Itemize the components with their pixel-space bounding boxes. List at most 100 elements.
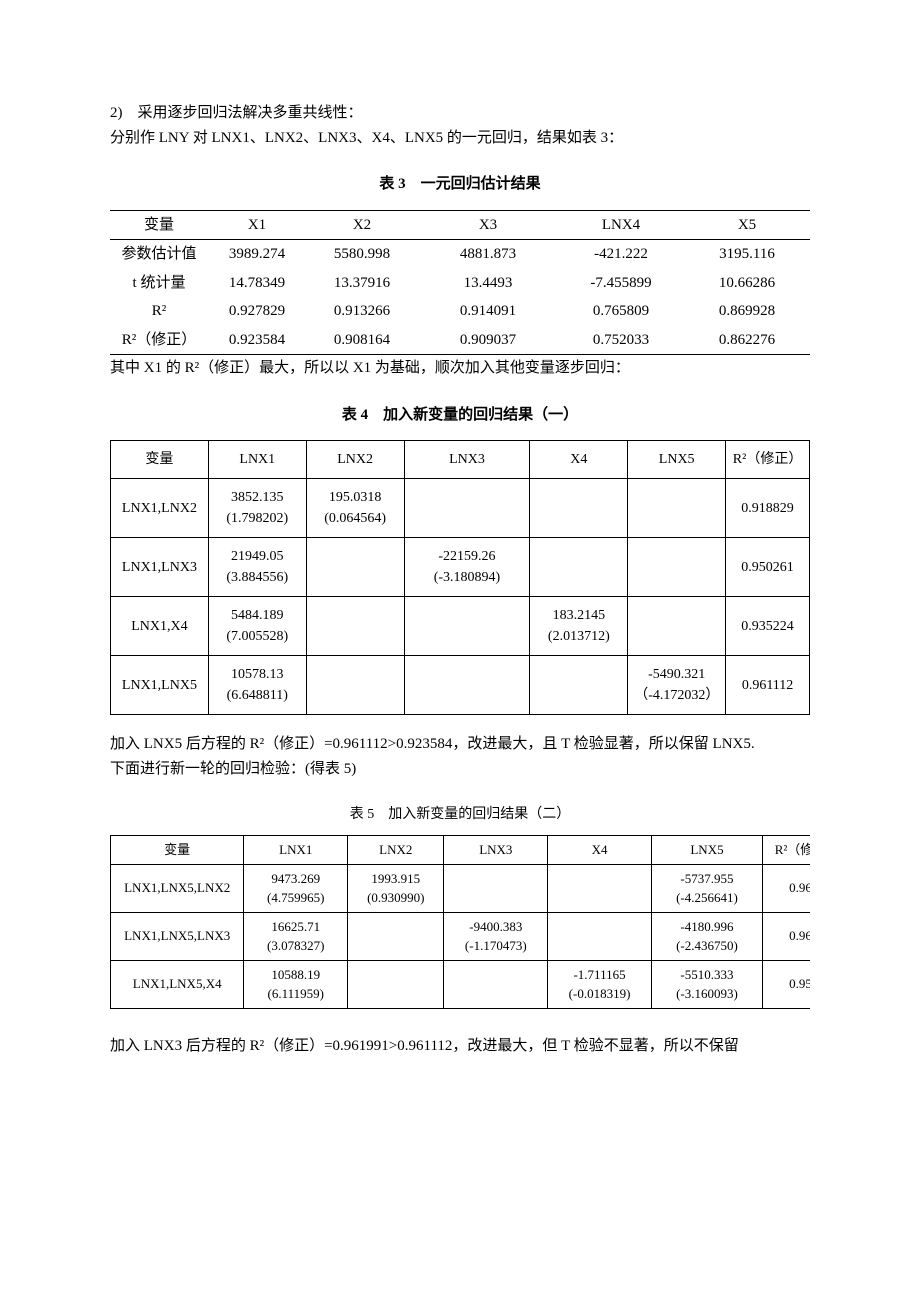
t3-r1-c4: 10.66286 bbox=[684, 269, 810, 298]
t4-r0-lnx3 bbox=[404, 479, 530, 538]
table3-h1: X1 bbox=[208, 210, 306, 240]
t4-r3-lnx5: -5490.321（-4.172032） bbox=[628, 656, 726, 715]
t5-r0-label: LNX1,LNX5,LNX2 bbox=[111, 864, 244, 912]
table4-row-0: LNX1,LNX2 3852.135(1.798202) 195.0318(0.… bbox=[111, 479, 810, 538]
t4-h2: LNX2 bbox=[306, 441, 404, 479]
t4-r0-lnx2: 195.0318(0.064564) bbox=[306, 479, 404, 538]
table5-row-1: LNX1,LNX5,LNX3 16625.71(3.078327) -9400.… bbox=[111, 912, 811, 960]
t5-h3: LNX3 bbox=[444, 836, 548, 865]
table5: 变量 LNX1 LNX2 LNX3 X4 LNX5 R²（修正） LNX1,LN… bbox=[110, 835, 810, 1009]
intro-line-1: 2) 采用逐步回归法解决多重共线性： bbox=[110, 102, 810, 125]
t4-h6: R²（修正） bbox=[726, 441, 810, 479]
t3-r0-c3: -421.222 bbox=[558, 240, 684, 269]
t3-r0-c4: 3195.116 bbox=[684, 240, 810, 269]
t5-r2-r2: 0.9585 bbox=[763, 960, 810, 1008]
t4-r2-lnx1: 5484.189(7.005528) bbox=[208, 597, 306, 656]
t5-r0-lnx3 bbox=[444, 864, 548, 912]
t5-h5: LNX5 bbox=[651, 836, 762, 865]
t5-r1-lnx1: 16625.71(3.078327) bbox=[244, 912, 348, 960]
table3-row-2: R² 0.927829 0.913266 0.914091 0.765809 0… bbox=[110, 297, 810, 326]
t4-r1-r2: 0.950261 bbox=[726, 538, 810, 597]
table3-h0: 变量 bbox=[110, 210, 208, 240]
t3-r0-c2: 4881.873 bbox=[418, 240, 558, 269]
t5-r2-lnx3 bbox=[444, 960, 548, 1008]
t4-r0-lnx5 bbox=[628, 479, 726, 538]
t3-r0-label: 参数估计值 bbox=[110, 240, 208, 269]
t4-r2-lnx2 bbox=[306, 597, 404, 656]
table3-header-row: 变量 X1 X2 X3 LNX4 X5 bbox=[110, 210, 810, 240]
t3-r2-label: R² bbox=[110, 297, 208, 326]
table5-row-2: LNX1,LNX5,X4 10588.19(6.111959) -1.71116… bbox=[111, 960, 811, 1008]
table5-header-row: 变量 LNX1 LNX2 LNX3 X4 LNX5 R²（修正） bbox=[111, 836, 811, 865]
t4-r1-x4 bbox=[530, 538, 628, 597]
t4-r1-lnx1: 21949.05(3.884556) bbox=[208, 538, 306, 597]
table3-caption: 表 3 一元回归估计结果 bbox=[110, 173, 810, 196]
intro-line-2: 分别作 LNY 对 LNX1、LNX2、LNX3、X4、LNX5 的一元回归，结… bbox=[110, 127, 810, 150]
t4-r2-lnx3 bbox=[404, 597, 530, 656]
t3-r1-label: t 统计量 bbox=[110, 269, 208, 298]
table5-caption: 表 5 加入新变量的回归结果（二） bbox=[110, 804, 810, 825]
table4: 变量 LNX1 LNX2 LNX3 X4 LNX5 R²（修正） LNX1,LN… bbox=[110, 440, 810, 715]
t4-r2-label: LNX1,X4 bbox=[111, 597, 209, 656]
mid-line-1: 加入 LNX5 后方程的 R²（修正）=0.961112>0.923584，改进… bbox=[110, 733, 810, 756]
t4-r2-r2: 0.935224 bbox=[726, 597, 810, 656]
t4-h0: 变量 bbox=[111, 441, 209, 479]
t3-r1-c1: 13.37916 bbox=[306, 269, 418, 298]
t5-r1-lnx2 bbox=[348, 912, 444, 960]
t5-r2-lnx2 bbox=[348, 960, 444, 1008]
t4-h5: LNX5 bbox=[628, 441, 726, 479]
t5-r1-lnx5: -4180.996(-2.436750) bbox=[651, 912, 762, 960]
table3: 变量 X1 X2 X3 LNX4 X5 参数估计值 3989.274 5580.… bbox=[110, 210, 810, 356]
t4-r0-x4 bbox=[530, 479, 628, 538]
t5-h6: R²（修正） bbox=[763, 836, 810, 865]
t3-r2-c0: 0.927829 bbox=[208, 297, 306, 326]
t5-r0-lnx2: 1993.915(0.930990) bbox=[348, 864, 444, 912]
t4-h3: LNX3 bbox=[404, 441, 530, 479]
t4-r3-label: LNX1,LNX5 bbox=[111, 656, 209, 715]
table3-h3: X3 bbox=[418, 210, 558, 240]
table3-h4: LNX4 bbox=[558, 210, 684, 240]
t5-h1: LNX1 bbox=[244, 836, 348, 865]
t5-r2-lnx1: 10588.19(6.111959) bbox=[244, 960, 348, 1008]
table4-row-1: LNX1,LNX3 21949.05(3.884556) -22159.26(-… bbox=[111, 538, 810, 597]
t3-r3-c3: 0.752033 bbox=[558, 326, 684, 355]
t3-r1-c2: 13.4493 bbox=[418, 269, 558, 298]
t5-r1-x4 bbox=[548, 912, 652, 960]
table3-h5: X5 bbox=[684, 210, 810, 240]
t3-r3-c2: 0.909037 bbox=[418, 326, 558, 355]
t5-r0-lnx5: -5737.955(-4.256641) bbox=[651, 864, 762, 912]
t4-h4: X4 bbox=[530, 441, 628, 479]
t4-r1-lnx3: -22159.26(-3.180894) bbox=[404, 538, 530, 597]
table4-caption: 表 4 加入新变量的回归结果（一） bbox=[110, 404, 810, 427]
table5-row-0: LNX1,LNX5,LNX2 9473.269(4.759965) 1993.9… bbox=[111, 864, 811, 912]
t4-r1-lnx2 bbox=[306, 538, 404, 597]
t3-r3-label: R²（修正） bbox=[110, 326, 208, 355]
outro-line-1: 加入 LNX3 后方程的 R²（修正）=0.961991>0.961112，改进… bbox=[110, 1035, 810, 1058]
t4-r0-label: LNX1,LNX2 bbox=[111, 479, 209, 538]
t3-r2-c4: 0.869928 bbox=[684, 297, 810, 326]
t3-r2-c1: 0.913266 bbox=[306, 297, 418, 326]
t4-r1-label: LNX1,LNX3 bbox=[111, 538, 209, 597]
t4-r1-lnx5 bbox=[628, 538, 726, 597]
t5-h4: X4 bbox=[548, 836, 652, 865]
t5-r1-label: LNX1,LNX5,LNX3 bbox=[111, 912, 244, 960]
t5-r2-lnx5: -5510.333(-3.160093) bbox=[651, 960, 762, 1008]
t4-r3-x4 bbox=[530, 656, 628, 715]
table4-row-2: LNX1,X4 5484.189(7.005528) 183.2145(2.01… bbox=[111, 597, 810, 656]
t3-r2-c2: 0.914091 bbox=[418, 297, 558, 326]
t3-r0-c0: 3989.274 bbox=[208, 240, 306, 269]
t3-r1-c3: -7.455899 bbox=[558, 269, 684, 298]
table3-after: 其中 X1 的 R²（修正）最大，所以以 X1 为基础，顺次加入其他变量逐步回归… bbox=[110, 357, 810, 380]
t5-r0-lnx1: 9473.269(4.759965) bbox=[244, 864, 348, 912]
table3-h2: X2 bbox=[306, 210, 418, 240]
t4-r3-lnx1: 10578.13(6.648811) bbox=[208, 656, 306, 715]
t4-r3-lnx3 bbox=[404, 656, 530, 715]
table4-row-3: LNX1,LNX5 10578.13(6.648811) -5490.321（-… bbox=[111, 656, 810, 715]
t5-r2-label: LNX1,LNX5,X4 bbox=[111, 960, 244, 1008]
table3-row-1: t 统计量 14.78349 13.37916 13.4493 -7.45589… bbox=[110, 269, 810, 298]
t4-r0-r2: 0.918829 bbox=[726, 479, 810, 538]
t5-r2-x4: -1.711165(-0.018319) bbox=[548, 960, 652, 1008]
t5-r0-r2: 0.9607 bbox=[763, 864, 810, 912]
table3-row-0: 参数估计值 3989.274 5580.998 4881.873 -421.22… bbox=[110, 240, 810, 269]
t3-r3-c1: 0.908164 bbox=[306, 326, 418, 355]
